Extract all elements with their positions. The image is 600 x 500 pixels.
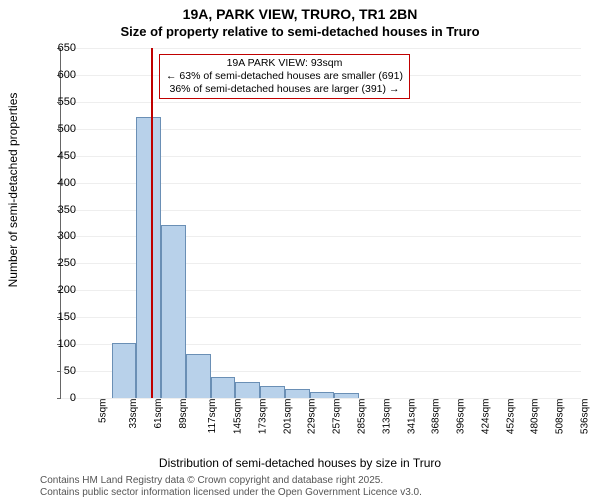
- x-tick-label: 396sqm: [456, 399, 467, 435]
- bar: [186, 354, 211, 398]
- footer-line1: Contains HM Land Registry data © Crown c…: [40, 475, 422, 487]
- bar: [334, 393, 359, 398]
- gridline: [61, 102, 581, 103]
- y-tick-label: 50: [46, 365, 76, 377]
- annotation-line3: 36% of semi-detached houses are larger (…: [166, 83, 403, 96]
- chart-title: 19A, PARK VIEW, TRURO, TR1 2BN: [0, 6, 600, 22]
- y-tick-label: 250: [46, 257, 76, 269]
- x-tick-label: 285sqm: [357, 399, 368, 435]
- y-tick-label: 200: [46, 284, 76, 296]
- annotation-box: 19A PARK VIEW: 93sqm ← 63% of semi-detac…: [159, 54, 410, 99]
- x-tick-label: 117sqm: [207, 399, 218, 434]
- y-tick-label: 600: [46, 69, 76, 81]
- y-tick-label: 450: [46, 150, 76, 162]
- x-tick-label: 229sqm: [307, 399, 318, 435]
- y-tick-label: 0: [46, 392, 76, 404]
- bar: [285, 389, 310, 398]
- y-axis-label: Number of semi-detached properties: [6, 0, 26, 440]
- x-tick-label: 33sqm: [128, 399, 139, 429]
- x-tick-label: 61sqm: [153, 399, 164, 429]
- x-tick-label: 5sqm: [98, 399, 109, 423]
- annotation-line1: 19A PARK VIEW: 93sqm: [166, 57, 403, 70]
- y-tick-label: 500: [46, 123, 76, 135]
- footer-line2: Contains public sector information licen…: [40, 487, 422, 499]
- y-tick-label: 650: [46, 42, 76, 54]
- y-tick-label: 100: [46, 338, 76, 350]
- y-tick-label: 150: [46, 311, 76, 323]
- y-tick-label: 400: [46, 177, 76, 189]
- x-tick-label: 480sqm: [530, 399, 541, 435]
- x-tick-label: 368sqm: [431, 399, 442, 435]
- y-tick-label: 350: [46, 204, 76, 216]
- bar: [161, 225, 186, 398]
- x-tick-label: 257sqm: [332, 399, 343, 435]
- bar: [260, 386, 285, 398]
- chart-subtitle: Size of property relative to semi-detach…: [0, 24, 600, 39]
- x-tick-label: 145sqm: [233, 399, 244, 435]
- x-tick-label: 173sqm: [258, 399, 269, 435]
- y-tick-label: 300: [46, 230, 76, 242]
- bar: [211, 377, 236, 398]
- x-axis-label: Distribution of semi-detached houses by …: [0, 456, 600, 470]
- bar: [310, 392, 335, 398]
- x-tick-label: 452sqm: [505, 399, 516, 435]
- gridline: [61, 48, 581, 49]
- bar: [235, 382, 260, 398]
- bar: [136, 117, 161, 398]
- x-tick-label: 508sqm: [555, 399, 566, 435]
- x-tick-label: 341sqm: [406, 399, 417, 435]
- x-tick-label: 313sqm: [381, 399, 392, 435]
- x-tick-label: 201sqm: [282, 399, 293, 435]
- plot-area: 5sqm33sqm61sqm89sqm117sqm145sqm173sqm201…: [60, 48, 581, 399]
- annotation-line2: ← 63% of semi-detached houses are smalle…: [166, 70, 403, 83]
- x-tick-label: 424sqm: [480, 399, 491, 435]
- footer: Contains HM Land Registry data © Crown c…: [40, 475, 422, 498]
- x-tick-label: 536sqm: [579, 399, 590, 435]
- chart-container: 19A, PARK VIEW, TRURO, TR1 2BN Size of p…: [0, 0, 600, 500]
- bar: [112, 343, 137, 398]
- x-tick-label: 89sqm: [178, 399, 189, 429]
- marker-line: [151, 48, 153, 398]
- y-tick-label: 550: [46, 96, 76, 108]
